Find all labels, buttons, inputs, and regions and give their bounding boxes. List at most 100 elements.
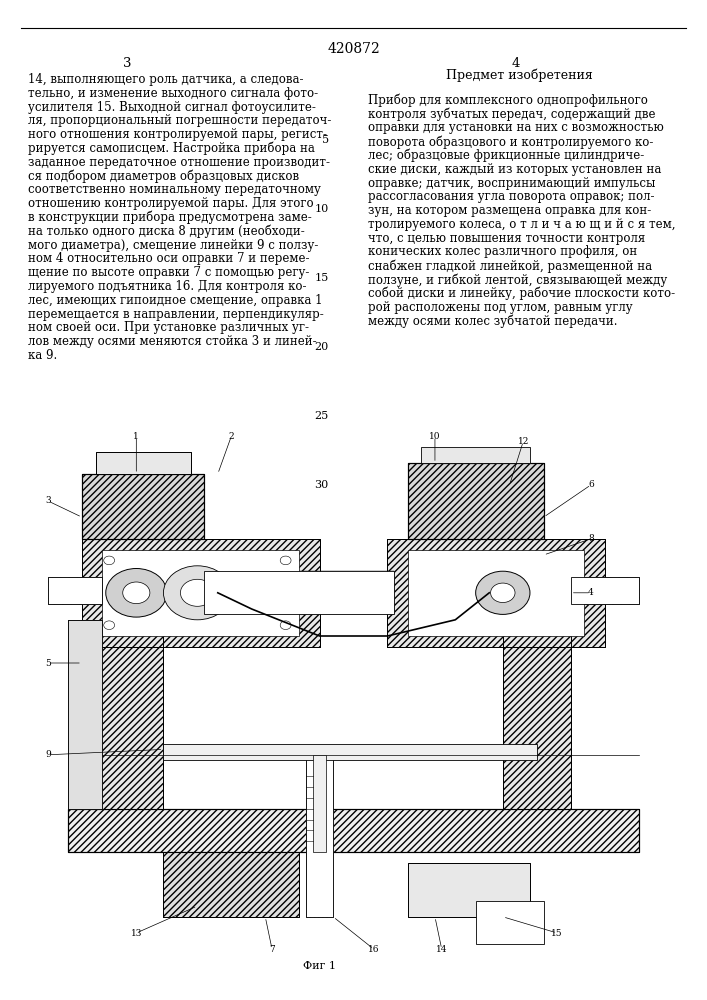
Text: рассогласования угла поворота оправок; пол-: рассогласования угла поворота оправок; п… bbox=[368, 190, 654, 203]
Circle shape bbox=[476, 571, 530, 614]
Text: 10: 10 bbox=[429, 432, 440, 441]
Bar bbox=[571, 577, 638, 604]
Text: 7: 7 bbox=[269, 945, 275, 954]
Text: 8: 8 bbox=[588, 534, 594, 543]
Circle shape bbox=[280, 556, 291, 565]
Bar bbox=[408, 463, 544, 539]
Bar bbox=[163, 852, 299, 917]
Bar bbox=[408, 863, 530, 917]
Text: 420872: 420872 bbox=[327, 42, 380, 56]
Text: щение по высоте оправки 7 с помощью регу-: щение по высоте оправки 7 с помощью регу… bbox=[28, 266, 310, 279]
Bar bbox=[476, 901, 544, 944]
Bar bbox=[82, 474, 204, 539]
Bar bbox=[163, 852, 299, 917]
Text: на только одного диска 8 другим (необходи-: на только одного диска 8 другим (необход… bbox=[28, 225, 305, 238]
Bar bbox=[421, 447, 530, 463]
Text: перемещается в направлении, перпендикуляр-: перемещается в направлении, перпендикуля… bbox=[28, 308, 324, 321]
Text: оправки для установки на них с возможностью: оправки для установки на них с возможнос… bbox=[368, 121, 663, 134]
Text: Фиг 1: Фиг 1 bbox=[303, 961, 336, 971]
Bar bbox=[103, 550, 299, 636]
Text: что, с целью повышения точности контроля: что, с целью повышения точности контроля bbox=[368, 232, 645, 245]
Text: контроля зубчатых передач, содержащий две: контроля зубчатых передач, содержащий дв… bbox=[368, 107, 655, 121]
Bar bbox=[312, 755, 327, 852]
Bar bbox=[408, 550, 584, 636]
Text: ся подбором диаметров образцовых дисков: ся подбором диаметров образцовых дисков bbox=[28, 170, 299, 183]
Circle shape bbox=[163, 566, 231, 620]
Text: 1: 1 bbox=[134, 432, 139, 441]
Text: тельно, и изменение выходного сигнала фото-: тельно, и изменение выходного сигнала фо… bbox=[28, 87, 318, 100]
Circle shape bbox=[280, 621, 291, 630]
Bar bbox=[48, 577, 103, 604]
Text: 30: 30 bbox=[315, 480, 329, 490]
Text: рой расположены под углом, равным углу: рой расположены под углом, равным углу bbox=[368, 301, 632, 314]
Text: тролируемого колеса, о т л и ч а ю щ и й с я тем,: тролируемого колеса, о т л и ч а ю щ и й… bbox=[368, 218, 675, 231]
Bar bbox=[95, 452, 191, 474]
Bar bbox=[306, 755, 333, 917]
Circle shape bbox=[123, 582, 150, 604]
Bar bbox=[69, 809, 638, 852]
Bar bbox=[408, 463, 544, 539]
Text: соответственно номинальному передаточному: соответственно номинальному передаточном… bbox=[28, 183, 321, 196]
Text: снабжен гладкой линейкой, размещенной на: снабжен гладкой линейкой, размещенной на bbox=[368, 259, 652, 273]
Text: ного отношения контролируемой пары, регист-: ного отношения контролируемой пары, реги… bbox=[28, 128, 327, 141]
Bar bbox=[69, 620, 163, 809]
Bar bbox=[387, 539, 604, 647]
Bar bbox=[503, 593, 571, 809]
Text: 3: 3 bbox=[123, 57, 132, 70]
Text: между осями колес зубчатой передачи.: между осями колес зубчатой передачи. bbox=[368, 314, 617, 328]
Text: оправке; датчик, воспринимающий импульсы: оправке; датчик, воспринимающий импульсы bbox=[368, 176, 655, 190]
Bar bbox=[95, 452, 191, 474]
Bar bbox=[48, 577, 103, 604]
Text: лес, имеющих гипоидное смещение, оправка 1: лес, имеющих гипоидное смещение, оправка… bbox=[28, 294, 323, 307]
Text: заданное передаточное отношение производит-: заданное передаточное отношение производ… bbox=[28, 156, 330, 169]
Bar bbox=[503, 593, 571, 809]
Bar bbox=[82, 539, 320, 647]
Text: ном своей оси. При установке различных уг-: ном своей оси. При установке различных у… bbox=[28, 321, 309, 334]
Text: мого диаметра), смещение линейки 9 с ползу-: мого диаметра), смещение линейки 9 с пол… bbox=[28, 239, 319, 252]
Bar bbox=[387, 539, 604, 647]
Text: конических колес различного профиля, он: конических колес различного профиля, он bbox=[368, 245, 637, 258]
Bar bbox=[163, 744, 537, 760]
Text: Прибор для комплексного однопрофильного: Прибор для комплексного однопрофильного bbox=[368, 94, 648, 107]
Text: усилителя 15. Выходной сигнал фотоусилите-: усилителя 15. Выходной сигнал фотоусилит… bbox=[28, 101, 316, 114]
Text: ном 4 относительно оси оправки 7 и переме-: ном 4 относительно оси оправки 7 и перем… bbox=[28, 252, 310, 265]
Bar bbox=[571, 577, 638, 604]
Text: ползуне, и гибкой лентой, связывающей между: ползуне, и гибкой лентой, связывающей ме… bbox=[368, 273, 667, 287]
Text: лес; образцовые фрикционные цилиндриче-: лес; образцовые фрикционные цилиндриче- bbox=[368, 149, 644, 162]
Text: 3: 3 bbox=[45, 496, 51, 505]
Text: 2: 2 bbox=[228, 432, 234, 441]
Bar bbox=[69, 620, 163, 809]
Text: 5: 5 bbox=[45, 658, 51, 668]
Text: 12: 12 bbox=[518, 437, 529, 446]
Text: 5: 5 bbox=[322, 135, 329, 145]
Text: 4: 4 bbox=[512, 57, 520, 70]
Text: 20: 20 bbox=[315, 342, 329, 352]
Bar bbox=[82, 474, 204, 539]
Text: 16: 16 bbox=[368, 945, 380, 954]
Circle shape bbox=[180, 579, 214, 606]
Bar bbox=[69, 620, 103, 809]
Circle shape bbox=[106, 568, 167, 617]
Text: рируется самописцем. Настройка прибора на: рируется самописцем. Настройка прибора н… bbox=[28, 142, 315, 155]
Text: ка 9.: ка 9. bbox=[28, 349, 57, 362]
Text: 25: 25 bbox=[315, 411, 329, 421]
Text: 14, выполняющего роль датчика, а следова-: 14, выполняющего роль датчика, а следова… bbox=[28, 73, 304, 86]
Text: 13: 13 bbox=[131, 928, 142, 938]
Text: ские диски, каждый из которых установлен на: ские диски, каждый из которых установлен… bbox=[368, 163, 661, 176]
Text: 15: 15 bbox=[551, 928, 563, 938]
Bar bbox=[204, 571, 395, 614]
Text: 6: 6 bbox=[588, 480, 594, 489]
Text: 9: 9 bbox=[45, 750, 51, 759]
Text: 4: 4 bbox=[588, 588, 594, 597]
Bar bbox=[204, 571, 395, 614]
Text: 14: 14 bbox=[436, 945, 448, 954]
Text: лируемого подъятника 16. Для контроля ко-: лируемого подъятника 16. Для контроля ко… bbox=[28, 280, 307, 293]
Circle shape bbox=[491, 583, 515, 603]
Bar bbox=[69, 809, 638, 852]
Text: 15: 15 bbox=[315, 273, 329, 283]
Bar bbox=[306, 755, 333, 917]
Text: зун, на котором размещена оправка для кон-: зун, на котором размещена оправка для ко… bbox=[368, 204, 651, 217]
Bar bbox=[82, 539, 320, 647]
Text: 10: 10 bbox=[315, 204, 329, 214]
Circle shape bbox=[104, 556, 115, 565]
